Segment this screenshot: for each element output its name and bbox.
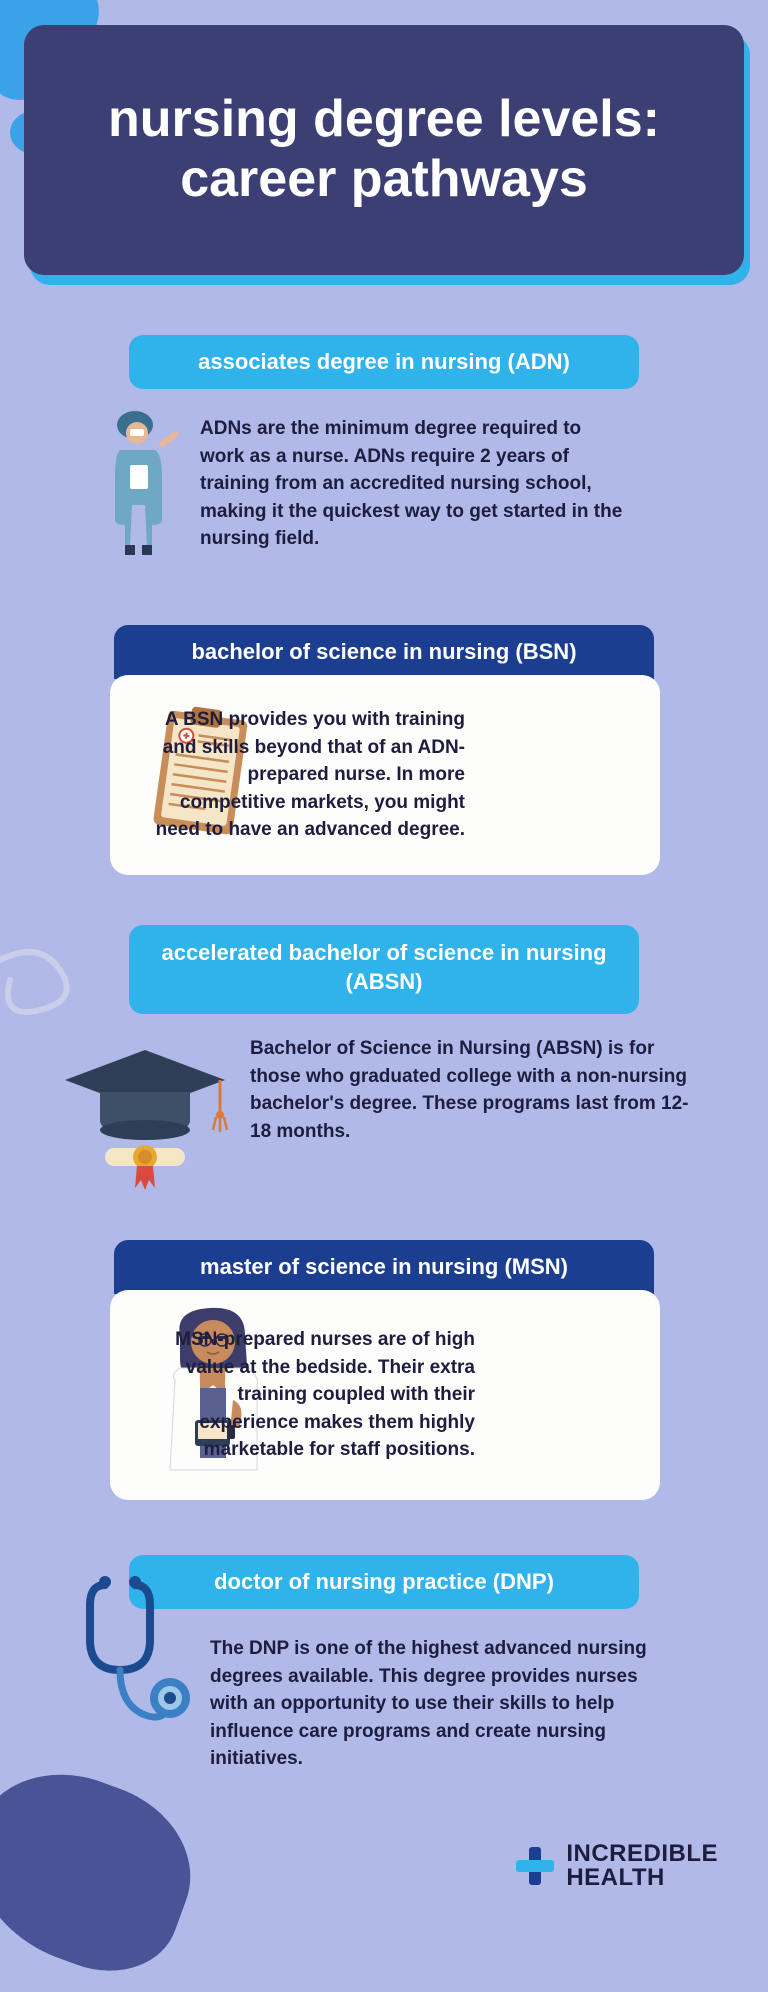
section-heading-adn: associates degree in nursing (ADN) xyxy=(129,335,639,389)
brand-logo: INCREDIBLE HEALTH xyxy=(514,1842,718,1890)
section-body-msn: MSN-prepared nurses are of high value at… xyxy=(145,1326,475,1464)
section-heading-msn: master of science in nursing (MSN) xyxy=(114,1240,654,1294)
stethoscope-icon xyxy=(70,1570,200,1750)
logo-cross-icon xyxy=(514,1845,556,1887)
section-body-dnp: The DNP is one of the highest advanced n… xyxy=(210,1635,670,1773)
section-body-absn: Bachelor of Science in Nursing (ABSN) is… xyxy=(250,1035,690,1145)
section-heading-dnp: doctor of nursing practice (DNP) xyxy=(129,1555,639,1609)
header-panel: nursing degree levels: career pathways xyxy=(24,25,744,275)
logo-line2: HEALTH xyxy=(566,1866,718,1890)
card-msn: MSN-prepared nurses are of high value at… xyxy=(110,1290,660,1500)
graduation-cap-icon xyxy=(55,1030,235,1200)
nurse-icon xyxy=(100,405,190,575)
section-body-adn: ADNs are the minimum degree required to … xyxy=(200,415,630,553)
section-body-bsn: A BSN provides you with training and ski… xyxy=(145,706,465,844)
page-title: nursing degree levels: career pathways xyxy=(84,90,684,210)
logo-text: INCREDIBLE HEALTH xyxy=(566,1842,718,1890)
section-heading-bsn: bachelor of science in nursing (BSN) xyxy=(114,625,654,679)
decor-blob xyxy=(0,1748,214,1992)
card-bsn: A BSN provides you with training and ski… xyxy=(110,675,660,875)
logo-line1: INCREDIBLE xyxy=(566,1842,718,1866)
section-heading-absn: accelerated bachelor of science in nursi… xyxy=(129,925,639,1014)
